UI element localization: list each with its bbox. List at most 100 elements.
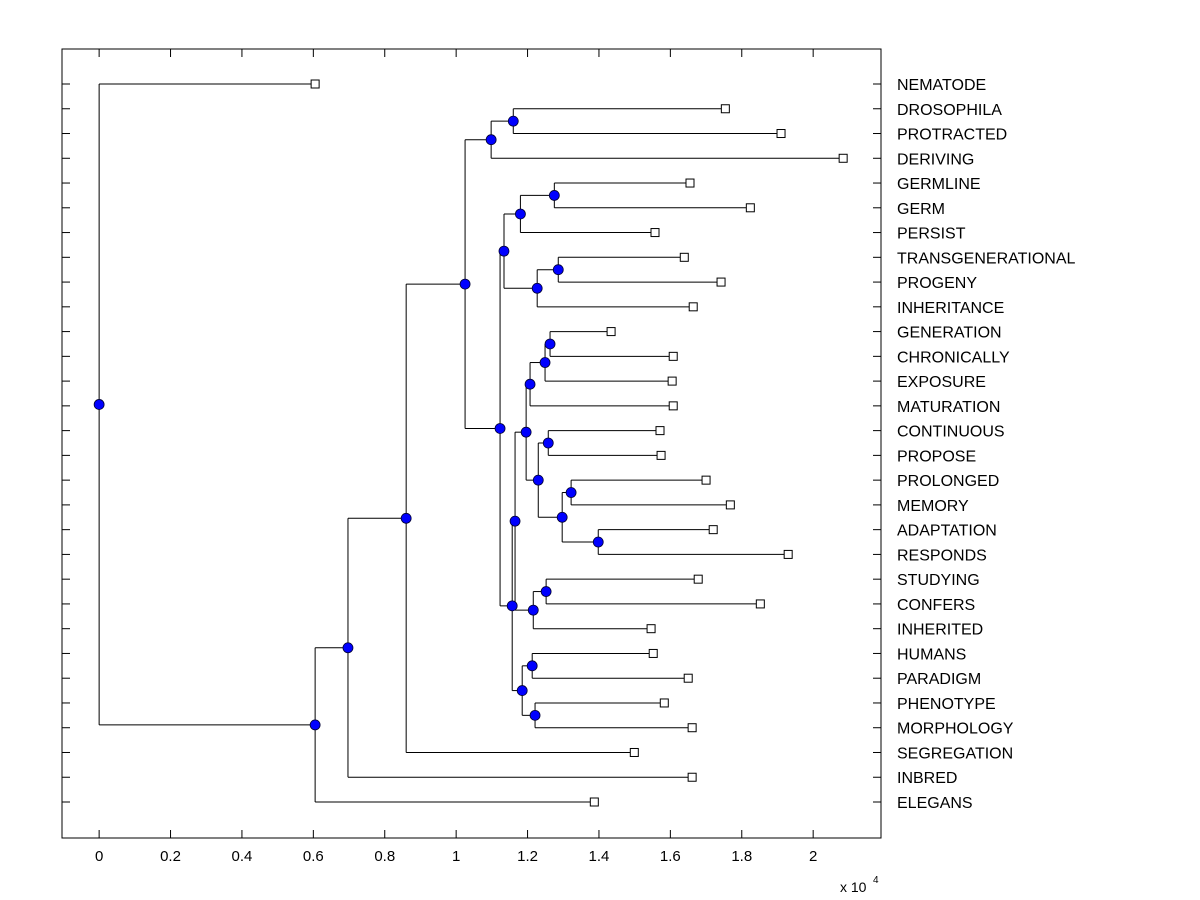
leaf-label: DROSOPHILA — [897, 102, 1002, 119]
branch-node-marker — [459, 278, 471, 290]
leaf-label: TRANSGENERATIONAL — [897, 250, 1076, 267]
leaf-node-marker — [650, 228, 660, 238]
leaf-node-marker — [668, 351, 678, 361]
leaf-label: NEMATODE — [897, 77, 986, 94]
x-tick-label: 1.2 — [517, 848, 538, 865]
leaf-node-marker — [655, 426, 665, 436]
leaf-node-marker — [783, 549, 793, 559]
leaf-label: PARADIGM — [897, 671, 981, 688]
branch-node-marker — [524, 378, 536, 390]
branch-node-marker — [531, 282, 543, 294]
leaf-label: PERSIST — [897, 226, 966, 243]
tree-nodes — [93, 79, 848, 807]
branch-node-marker — [516, 685, 528, 696]
leaf-node-marker — [716, 277, 726, 287]
branch-node-marker — [342, 642, 354, 654]
x-tick-label: 0.2 — [160, 848, 181, 865]
branch-node-marker — [556, 511, 568, 523]
branch-node-marker — [542, 437, 554, 449]
branch-node-marker — [592, 536, 604, 548]
leaf-label: DERIVING — [897, 151, 974, 168]
leaf-node-marker — [589, 797, 599, 807]
leaf-label: EXPOSURE — [897, 374, 986, 391]
leaf-label: PROLONGED — [897, 473, 999, 490]
x-tick-label: 1.4 — [589, 848, 610, 865]
leaf-node-marker — [606, 327, 616, 337]
axis-ticks — [62, 49, 881, 838]
leaf-label: INBRED — [897, 770, 957, 787]
branch-node-marker — [507, 115, 519, 127]
leaf-node-marker — [838, 153, 848, 163]
leaf-node-marker — [745, 203, 755, 213]
branch-node-marker — [494, 423, 506, 434]
leaf-label: STUDYING — [897, 572, 980, 589]
leaf-label: MEMORY — [897, 498, 969, 515]
leaf-node-marker — [701, 475, 711, 485]
branch-node-marker — [529, 709, 541, 721]
leaf-node-marker — [720, 104, 730, 114]
leaf-node-marker — [687, 723, 697, 733]
leaf-label: INHERITED — [897, 622, 983, 639]
leaf-label: GERMLINE — [897, 176, 981, 193]
leaf-label: RESPONDS — [897, 547, 987, 564]
leaf-node-marker — [687, 772, 697, 782]
x-multiplier-label: x 10 — [840, 879, 867, 895]
leaf-node-marker — [646, 624, 656, 634]
leaf-node-marker — [755, 599, 765, 609]
leaf-label: PROGENY — [897, 275, 977, 292]
leaf-node-marker — [659, 698, 669, 708]
leaf-node-marker — [725, 500, 735, 510]
branch-node-marker — [309, 719, 321, 731]
leaf-node-marker — [776, 129, 786, 139]
leaf-label: CONFERS — [897, 597, 975, 614]
branch-node-marker — [520, 426, 532, 438]
leaf-label: INHERITANCE — [897, 300, 1004, 317]
leaf-node-marker — [685, 178, 695, 188]
leaf-label: GERM — [897, 201, 945, 218]
leaf-node-marker — [648, 648, 658, 658]
branch-node-marker — [509, 515, 521, 527]
x-tick-label: 0.4 — [232, 848, 253, 865]
x-multiplier-exponent: 4 — [873, 875, 879, 886]
x-tick-label: 0 — [95, 848, 103, 865]
leaf-node-marker — [310, 79, 320, 89]
leaf-label: SEGREGATION — [897, 745, 1013, 762]
leaf-label: PHENOTYPE — [897, 696, 996, 713]
branch-node-marker — [540, 586, 552, 597]
leaf-label: ADAPTATION — [897, 523, 997, 540]
leaf-label: CONTINUOUS — [897, 424, 1005, 441]
leaf-label: MATURATION — [897, 399, 1000, 416]
x-tick-label: 1.6 — [660, 848, 681, 865]
leaf-node-marker — [668, 401, 678, 411]
leaf-label: PROTRACTED — [897, 127, 1007, 144]
leaf-node-marker — [688, 302, 698, 312]
branch-node-marker — [539, 357, 551, 368]
branch-node-marker — [485, 134, 497, 146]
x-tick-label: 0.8 — [374, 848, 395, 865]
branch-node-marker — [93, 399, 105, 410]
plot-area — [61, 48, 882, 839]
leaf-label: GENERATION — [897, 325, 1002, 342]
branch-node-marker — [526, 660, 538, 672]
x-tick-label: 1 — [452, 848, 460, 865]
leaf-labels: NEMATODE DROSOPHILA PROTRACTED DERIVING GERM… — [897, 77, 1076, 812]
x-tick-label: 2 — [809, 848, 817, 865]
branch-node-marker — [515, 208, 526, 220]
leaf-node-marker — [693, 574, 703, 584]
branch-node-marker — [527, 604, 539, 616]
branch-node-marker — [506, 600, 518, 612]
leaf-label: ELEGANS — [897, 795, 973, 812]
branch-node-marker — [548, 190, 560, 201]
branch-node-marker — [532, 474, 544, 486]
leaf-label: PROPOSE — [897, 448, 976, 465]
leaf-label: CHRONICALLY — [897, 349, 1010, 366]
leaf-node-marker — [629, 747, 639, 757]
leaf-node-marker — [679, 252, 689, 262]
x-tick-label: 1.8 — [731, 848, 752, 865]
x-tick-label: 0.6 — [303, 848, 324, 865]
branch-node-marker — [552, 264, 564, 276]
branch-node-marker — [400, 512, 412, 524]
branch-node-marker — [544, 338, 556, 350]
branch-node-marker — [498, 245, 510, 257]
